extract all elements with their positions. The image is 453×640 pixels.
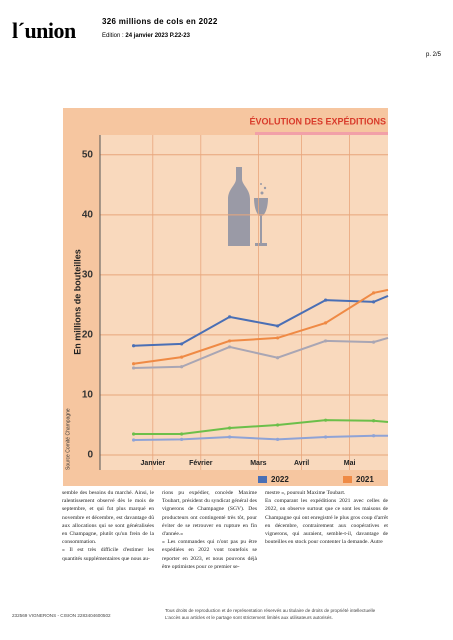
access-text: L'accès aux articles et le partage sont … bbox=[165, 614, 333, 620]
paragraph: rions pu expédier, concède Maxime Toubar… bbox=[162, 490, 257, 538]
y-axis-label: En millions de bouteilles bbox=[72, 249, 82, 355]
y-tick-label: 50 bbox=[82, 149, 94, 160]
paragraph: En comparant les expéditions 2021 avec c… bbox=[265, 498, 388, 546]
data-point bbox=[276, 324, 280, 328]
data-point bbox=[372, 291, 376, 295]
data-point bbox=[276, 356, 280, 360]
chart-title: ÉVOLUTION DES EXPÉDITIONS bbox=[249, 116, 386, 126]
data-point bbox=[372, 300, 376, 304]
rights-text: Tous droits de reproduction et de représ… bbox=[165, 608, 376, 613]
y-tick-label: 20 bbox=[82, 330, 94, 341]
data-point bbox=[372, 434, 376, 438]
data-point bbox=[228, 339, 232, 343]
legend-label: 2021 bbox=[356, 475, 374, 484]
y-tick-label: 30 bbox=[82, 270, 94, 281]
article-title: 326 millions de cols en 2022 bbox=[102, 17, 218, 26]
data-point bbox=[276, 437, 280, 441]
chart-source: Source Comité Champagne bbox=[65, 408, 71, 470]
legend-swatch bbox=[343, 476, 352, 483]
data-point bbox=[132, 366, 136, 370]
data-point bbox=[228, 345, 232, 349]
data-point bbox=[324, 339, 328, 343]
data-point bbox=[180, 365, 184, 369]
edition: Edition : 24 janvier 2023 P.22-23 bbox=[102, 33, 190, 39]
logo: l´union bbox=[12, 18, 76, 43]
x-tick-label: Février bbox=[189, 460, 213, 467]
data-point bbox=[324, 435, 328, 439]
y-tick-label: 40 bbox=[82, 209, 94, 220]
data-point bbox=[324, 298, 328, 302]
data-point bbox=[324, 418, 328, 422]
legend-swatch bbox=[258, 476, 267, 483]
data-point bbox=[372, 340, 376, 344]
x-tick-label: Mai bbox=[344, 460, 356, 467]
data-point bbox=[372, 419, 376, 423]
paragraph: mestre », poursuit Maxime Toubart. bbox=[265, 490, 346, 496]
paragraph: semble des besoins du marché. Ainsi, le … bbox=[62, 490, 154, 546]
bottle-icon bbox=[228, 167, 268, 246]
x-tick-label: Avril bbox=[294, 460, 309, 467]
edition-label: Edition : bbox=[102, 33, 124, 39]
data-point bbox=[180, 342, 184, 346]
article-column: semble des besoins du marché. Ainsi, le … bbox=[62, 489, 154, 563]
data-point bbox=[180, 432, 184, 436]
title-underline bbox=[255, 132, 388, 135]
footer-rights: Tous droits de reproduction et de représ… bbox=[165, 608, 445, 621]
y-tick-label: 0 bbox=[87, 450, 93, 461]
x-tick-label: Janvier bbox=[141, 460, 166, 467]
data-point bbox=[132, 438, 136, 442]
y-tick-label: 10 bbox=[82, 390, 94, 401]
legend-label: 2022 bbox=[271, 475, 289, 484]
paragraph: « Il est très difficile d'estimer les qu… bbox=[62, 547, 154, 562]
data-point bbox=[132, 344, 136, 348]
data-point bbox=[324, 321, 328, 325]
data-point bbox=[276, 336, 280, 340]
data-point bbox=[228, 426, 232, 430]
x-tick-label: Mars bbox=[250, 460, 266, 467]
data-point bbox=[228, 435, 232, 439]
data-point bbox=[180, 437, 184, 441]
data-point bbox=[228, 315, 232, 319]
data-point bbox=[132, 362, 136, 366]
edition-date: 24 janvier 2023 P.22-23 bbox=[125, 33, 190, 39]
footer-reference: 232569 VIGNERONS - CISION 2283404600502 bbox=[12, 613, 111, 618]
article-column: mestre », poursuit Maxime Toubart. En com… bbox=[265, 489, 388, 546]
data-point bbox=[132, 432, 136, 436]
paragraph: « Les commandes qui n'ont pas pu être ex… bbox=[162, 539, 257, 570]
article-column: rions pu expédier, concède Maxime Toubar… bbox=[162, 489, 257, 571]
data-point bbox=[276, 423, 280, 427]
data-point bbox=[180, 355, 184, 359]
page-number: p. 2/5 bbox=[425, 52, 441, 58]
